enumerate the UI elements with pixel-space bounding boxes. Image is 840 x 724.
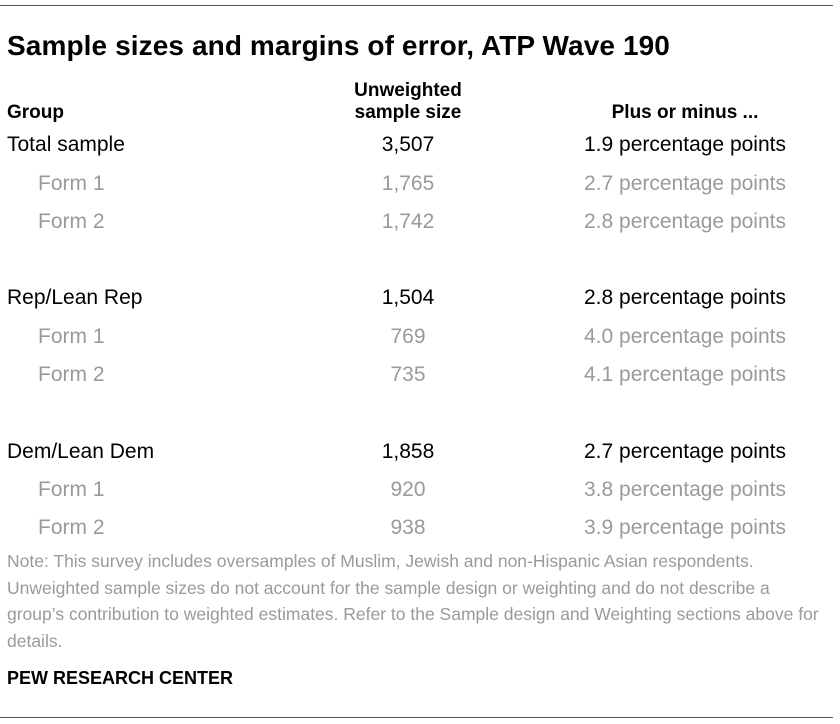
- table-row-rep-form-2: Form 2 735 4.1 percentage points: [0, 360, 840, 390]
- column-header-group: Group: [7, 102, 64, 123]
- table-row-total-form-2: Form 2 1,742 2.8 percentage points: [0, 207, 840, 237]
- row-sample-size: 735: [390, 363, 426, 386]
- page-title: Sample sizes and margins of error, ATP W…: [7, 30, 670, 61]
- column-header-sample-size: Unweighted sample size: [314, 80, 502, 124]
- column-header-sample-size-line2: sample size: [354, 102, 462, 123]
- row-group-label: Form 2: [38, 363, 105, 386]
- row-margin-of-error: 3.9 percentage points: [584, 516, 786, 539]
- row-sample-size: 3,507: [381, 133, 435, 156]
- row-group-label: Form 1: [38, 325, 105, 348]
- table-row-dem-form-1: Form 1 920 3.8 percentage points: [0, 475, 840, 505]
- row-margin-of-error: 4.0 percentage points: [584, 325, 786, 348]
- table-row-rep-lean-rep: Rep/Lean Rep 1,504 2.8 percentage points: [0, 283, 840, 313]
- footnote: Note: This survey includes oversamples o…: [7, 551, 819, 651]
- row-sample-size: 1,765: [381, 172, 435, 195]
- row-sample-size: 769: [390, 325, 426, 348]
- row-sample-size: 1,504: [381, 286, 435, 309]
- row-sample-size: 938: [390, 516, 426, 539]
- row-group-label: Form 1: [38, 478, 105, 501]
- table-row-dem-lean-dem: Dem/Lean Dem 1,858 2.7 percentage points: [0, 437, 840, 467]
- row-group-label: Form 2: [38, 210, 105, 233]
- bottom-divider: [0, 717, 833, 718]
- row-group-label: Rep/Lean Rep: [7, 286, 143, 309]
- source-credit: PEW RESEARCH CENTER: [7, 668, 234, 688]
- column-header-margin-of-error: Plus or minus ...: [611, 102, 759, 123]
- row-margin-of-error: 1.9 percentage points: [584, 133, 786, 156]
- table-row-dem-form-2: Form 2 938 3.9 percentage points: [0, 513, 840, 543]
- row-margin-of-error: 2.7 percentage points: [584, 440, 786, 463]
- top-divider: [0, 5, 833, 6]
- row-margin-of-error: 3.8 percentage points: [584, 478, 786, 501]
- row-sample-size: 920: [390, 478, 426, 501]
- row-group-label: Total sample: [7, 133, 125, 156]
- row-margin-of-error: 2.7 percentage points: [584, 172, 786, 195]
- column-header-sample-size-line1: Unweighted: [354, 80, 462, 101]
- table-row-total-form-1: Form 1 1,765 2.7 percentage points: [0, 169, 840, 199]
- table-row-total-sample: Total sample 3,507 1.9 percentage points: [0, 130, 840, 160]
- table-row-rep-form-1: Form 1 769 4.0 percentage points: [0, 322, 840, 352]
- row-sample-size: 1,858: [381, 440, 435, 463]
- row-margin-of-error: 4.1 percentage points: [584, 363, 786, 386]
- row-group-label: Form 1: [38, 172, 105, 195]
- row-margin-of-error: 2.8 percentage points: [584, 286, 786, 309]
- row-group-label: Form 2: [38, 516, 105, 539]
- row-margin-of-error: 2.8 percentage points: [584, 210, 786, 233]
- row-sample-size: 1,742: [381, 210, 435, 233]
- row-group-label: Dem/Lean Dem: [7, 440, 155, 463]
